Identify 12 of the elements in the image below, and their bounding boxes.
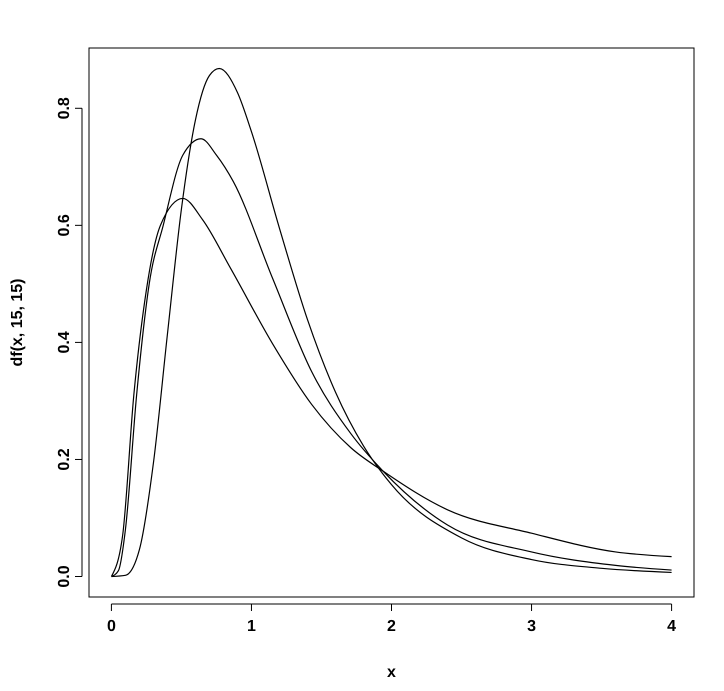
x-tick-label: 0	[106, 618, 116, 635]
x-tick-label: 2	[387, 618, 396, 635]
y-tick-label: 0.0	[56, 565, 73, 588]
x-axis-title: x	[387, 664, 396, 681]
y-tick-label: 0.8	[56, 97, 73, 120]
y-axis-title: df(x, 15, 15)	[9, 278, 26, 367]
x-tick-label: 1	[247, 618, 256, 635]
y-tick-label: 0.2	[56, 448, 73, 471]
x-tick-label: 3	[527, 618, 536, 635]
y-tick-label: 0.4	[56, 331, 73, 354]
y-tick-label: 0.6	[56, 214, 73, 236]
x-tick-label: 4	[667, 618, 676, 635]
